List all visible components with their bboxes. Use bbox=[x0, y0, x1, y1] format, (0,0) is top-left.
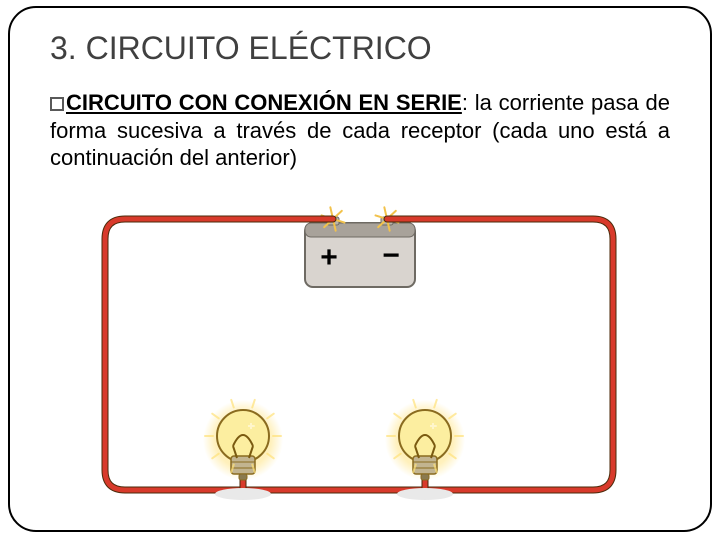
svg-text:+: + bbox=[320, 241, 338, 274]
circuit-svg: +− bbox=[95, 205, 625, 505]
slide-content: 3. CIRCUITO ELÉCTRICO CIRCUITO CON CONEX… bbox=[50, 30, 670, 172]
square-bullet-icon bbox=[50, 97, 64, 111]
series-circuit-diagram: +− bbox=[95, 205, 625, 505]
slide-title: 3. CIRCUITO ELÉCTRICO bbox=[50, 30, 670, 67]
para-bold: CIRCUITO CON CONEXIÓN EN SERIE bbox=[66, 90, 462, 115]
svg-text:−: − bbox=[382, 239, 400, 272]
paragraph: CIRCUITO CON CONEXIÓN EN SERIE: la corri… bbox=[50, 89, 670, 172]
